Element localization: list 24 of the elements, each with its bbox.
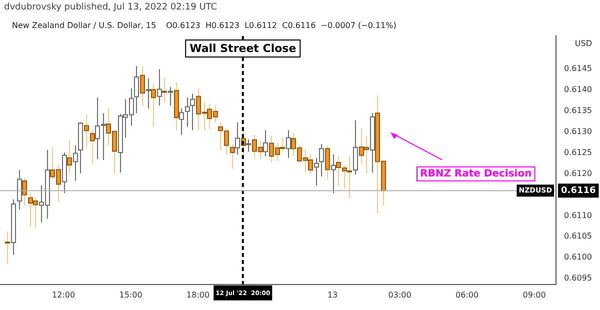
chart-title: New Zealand Dollar / U.S. Dollar, 15 [12, 21, 156, 30]
y-axis-title: USD [574, 39, 592, 48]
y-tick-label: 0.6120 [564, 168, 592, 178]
annotation: 0.6116 [561, 186, 596, 196]
y-tick-label: 0.6125 [564, 148, 592, 157]
x-tick-label: 09:00 [522, 290, 546, 300]
ref-line-label: Wall Street Close [190, 42, 296, 55]
chart-subtitle: O0.6123 H0.6123 L0.6112 C0.6116 −0.0007 (−0.11%) [166, 21, 396, 30]
y-tick-label: 0.6140 [564, 85, 592, 94]
y-tick-label: 0.6110 [564, 210, 592, 220]
x-tick-label: 13 [327, 290, 338, 300]
y-tick-label: 0.6100 [564, 252, 592, 262]
x-tick-label: 15:00 [119, 290, 142, 300]
x-tick-label: 03:00 [388, 290, 412, 300]
y-tick-label: 0.6135 [564, 106, 592, 116]
x-tick-label: 18:00 [186, 290, 210, 300]
y-tick-label: 0.6145 [564, 64, 592, 74]
text: dvdubrovsky published, Jul 13, 2022 02:19 UTC [4, 2, 218, 12]
y-tick-label: 0.6095 [564, 274, 592, 283]
x-tick-label: 12:00 [52, 290, 76, 300]
y-tick-label: 0.6105 [564, 232, 592, 241]
y-tick-label: 0.6130 [564, 127, 592, 136]
annotation: RBNZ Rate Decision [420, 168, 532, 180]
x-tick-label: 06:00 [456, 290, 479, 300]
